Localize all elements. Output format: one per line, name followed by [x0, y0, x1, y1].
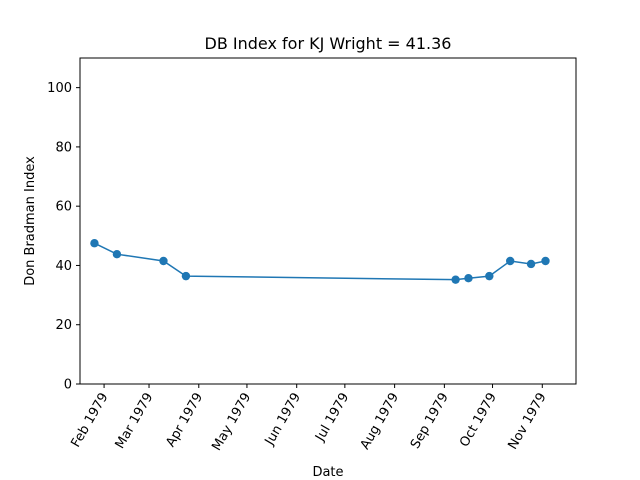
x-tick-label: Aug 1979 [358, 391, 402, 453]
x-tick-label: May 1979 [209, 391, 254, 454]
data-point [526, 259, 536, 269]
plot-frame [79, 57, 577, 385]
data-point [90, 239, 99, 248]
series-line [94, 242, 546, 281]
data-point [541, 256, 550, 266]
x-tick-label: Feb 1979 [68, 391, 111, 451]
x-tick-label: Nov 1979 [505, 391, 549, 453]
data-point [485, 271, 494, 281]
data-point [505, 256, 515, 266]
y-axis-label: Don Bradman Index [23, 156, 38, 286]
y-tick-label: 0 [64, 378, 72, 393]
chart-title: DB Index for KJ Wright = 41.36 [205, 34, 452, 53]
x-tick-label: Oct 1979 [457, 391, 500, 450]
y-tick-label: 40 [55, 259, 72, 274]
x-axis-label: Date [312, 465, 343, 480]
data-point [181, 271, 191, 281]
x-tick-label: Sep 1979 [408, 391, 452, 452]
data-point [159, 256, 168, 266]
y-tick-label: 100 [47, 81, 72, 96]
data-point [451, 275, 460, 284]
x-tick-label: Jun 1979 [262, 391, 304, 449]
x-tick-label: Jul 1979 [312, 391, 352, 445]
y-tick-label: 80 [55, 140, 72, 155]
data-point [112, 249, 122, 259]
y-tick-label: 20 [55, 318, 72, 333]
x-tick-label: Mar 1979 [113, 391, 157, 452]
x-tick-label: Apr 1979 [163, 391, 206, 450]
data-point [464, 273, 473, 283]
y-tick-label: 60 [55, 200, 72, 215]
